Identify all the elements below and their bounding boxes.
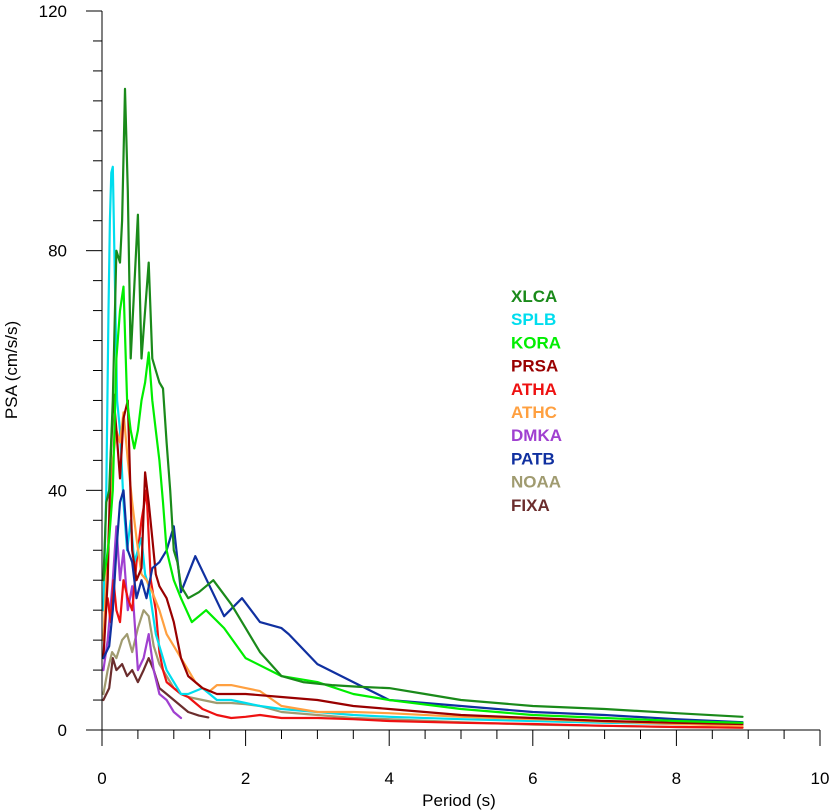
series-line-prsa (102, 393, 744, 726)
legend-label-splb: SPLB (511, 310, 556, 329)
legend-label-fixa: FIXA (511, 496, 550, 515)
x-tick-label: 2 (241, 769, 250, 788)
y-axis-title: PSA (cm/s/s) (2, 321, 21, 419)
series-line-fixa (102, 656, 210, 719)
legend-label-prsa: PRSA (511, 357, 558, 376)
x-tick-label: 4 (384, 769, 393, 788)
legend-label-xlca: XLCA (511, 287, 557, 306)
ticks-layer: 0 2 4 6 8 10 0 40 80 120 (39, 2, 830, 788)
x-tick-label: 8 (672, 769, 681, 788)
x-axis-title: Period (s) (422, 791, 496, 810)
series-line-xlca (102, 87, 744, 718)
series-line-patb (102, 489, 744, 724)
x-tick-label: 10 (811, 769, 830, 788)
series-line-athc (102, 411, 744, 727)
legend: XLCA SPLB KORA PRSA ATHA ATHC DMKA PATB NOAA FIXA (511, 287, 562, 515)
series-line-atha (102, 489, 744, 729)
series-layer (102, 87, 744, 729)
y-tick-label: 40 (48, 481, 67, 500)
series-line-noaa (102, 609, 744, 729)
legend-label-atha: ATHA (511, 380, 557, 399)
legend-label-dmka: DMKA (511, 426, 562, 445)
legend-label-noaa: NOAA (511, 473, 561, 492)
legend-label-kora: KORA (511, 333, 561, 352)
series-line-kora (102, 285, 744, 724)
y-tick-label: 0 (58, 721, 67, 740)
legend-label-patb: PATB (511, 449, 555, 468)
y-tick-label: 80 (48, 242, 67, 261)
series-line-splb (102, 165, 744, 727)
x-tick-label: 6 (528, 769, 537, 788)
x-tick-label: 0 (97, 769, 106, 788)
y-tick-label: 120 (39, 2, 67, 21)
legend-label-athc: ATHC (511, 403, 557, 422)
series-line-dmka (102, 525, 183, 720)
axes-layer (101, 11, 820, 731)
